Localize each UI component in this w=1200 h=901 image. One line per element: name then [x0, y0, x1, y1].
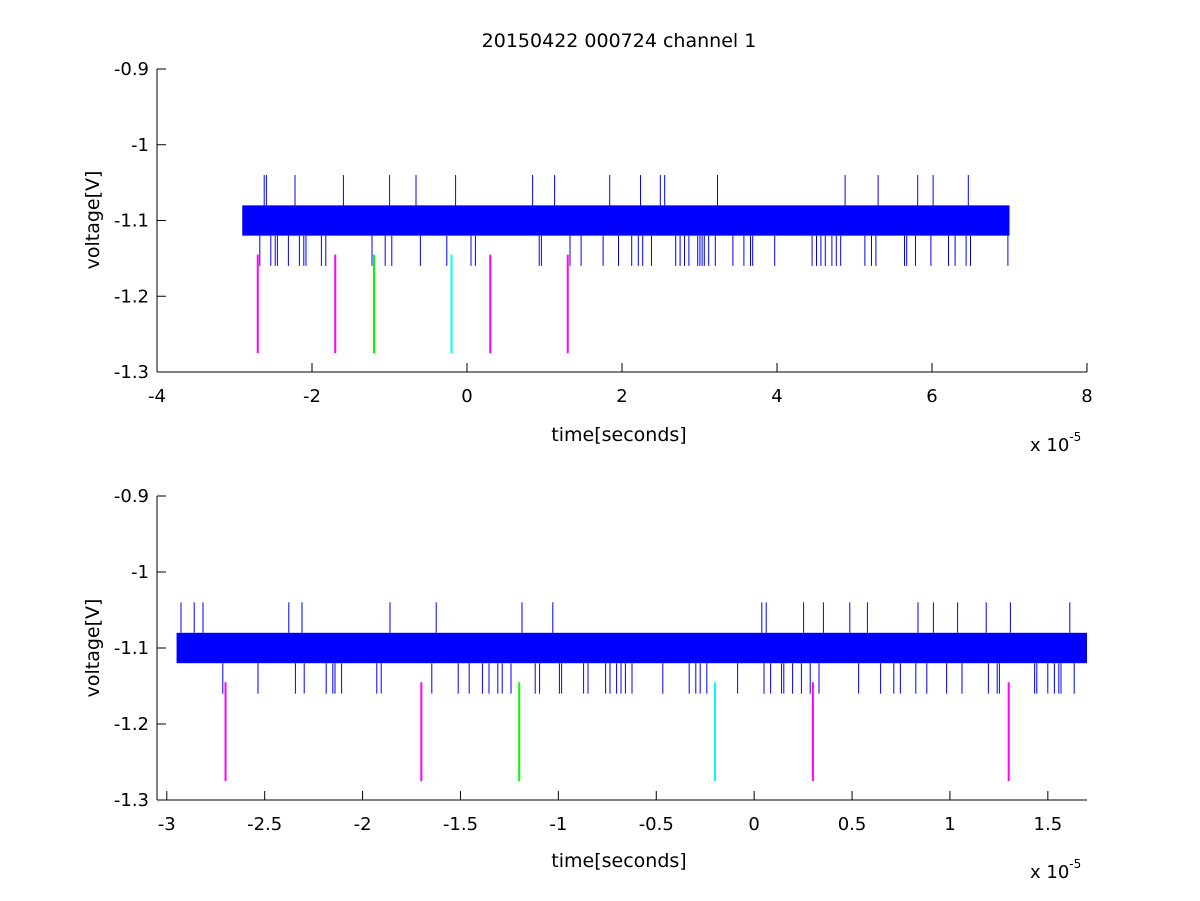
x-exponent-power: -5 — [1069, 430, 1081, 444]
signal-spikes — [180, 602, 1075, 694]
x-tick-label: 1 — [944, 814, 955, 835]
signal-bottom — [176, 602, 1087, 694]
y-tick-label: -0.9 — [114, 59, 149, 80]
x-tick-label: 6 — [926, 386, 937, 407]
y-tick-label: -0.9 — [114, 486, 149, 507]
x-tick-label: 0 — [748, 814, 759, 835]
y-tick-label: -1 — [131, 135, 149, 156]
y-tick-label: -1.1 — [114, 211, 149, 232]
plot-bottom: -3 -2.5 -2 -1.5 -1 -0.5 0 0.5 1 1.5 -1.3 -1.2 -1.1 -1… — [82, 486, 1087, 883]
x-tick-label: -0.5 — [639, 814, 674, 835]
x-tick-label: -2 — [303, 386, 321, 407]
x-exponent-label: x 10-5 — [1030, 857, 1081, 883]
markers-bottom — [224, 682, 1010, 781]
signal-band — [242, 205, 1010, 236]
y-tick-label: -1.3 — [114, 362, 149, 383]
markers-top — [256, 254, 569, 354]
x-tick-label: -4 — [148, 386, 166, 407]
y-tick-label: -1.2 — [114, 714, 149, 735]
x-tick-label: -2 — [354, 814, 372, 835]
y-axis-label: voltage[V] — [82, 599, 104, 698]
x-axis-label: time[seconds] — [551, 850, 686, 872]
y-tick-label: -1.2 — [114, 286, 149, 307]
x-tick-label: 1.5 — [1034, 814, 1063, 835]
x-tick-label: 2 — [616, 386, 627, 407]
signal-top — [242, 175, 1010, 266]
x-tick-label: 0.5 — [838, 814, 867, 835]
x-tick-label: -2.5 — [247, 814, 282, 835]
plot-top: -4 -2 0 2 4 6 8 -1.3 -1.2 -1.1 -1 -0.9 time[seconds… — [82, 59, 1093, 456]
ticks-bottom: -3 -2.5 -2 -1.5 -1 -0.5 0 0.5 1 1.5 -1.3 -1.2 -1.1 -1… — [114, 486, 1062, 835]
x-exponent-label: x 10-5 — [1030, 430, 1081, 456]
x-tick-label: -3 — [158, 814, 176, 835]
x-exponent-base: x 10 — [1030, 435, 1069, 456]
x-tick-label: -1.5 — [443, 814, 478, 835]
x-axis-label: time[seconds] — [551, 424, 686, 446]
y-tick-label: -1 — [131, 562, 149, 583]
signal-band — [176, 632, 1087, 664]
figure-title: 20150422 000724 channel 1 — [482, 30, 757, 52]
y-tick-label: -1.1 — [114, 638, 149, 659]
signal-spikes — [259, 175, 1009, 266]
x-tick-label: -1 — [549, 814, 567, 835]
y-axis-label: voltage[V] — [82, 171, 104, 270]
x-exponent-power: -5 — [1069, 857, 1081, 871]
y-tick-label: -1.3 — [114, 790, 149, 811]
x-exponent-base: x 10 — [1030, 862, 1069, 883]
ticks-top: -4 -2 0 2 4 6 8 -1.3 -1.2 -1.1 -1 -0.9 — [114, 59, 1093, 407]
x-tick-label: 8 — [1081, 386, 1092, 407]
x-tick-label: 0 — [461, 386, 472, 407]
x-tick-label: 4 — [771, 386, 782, 407]
